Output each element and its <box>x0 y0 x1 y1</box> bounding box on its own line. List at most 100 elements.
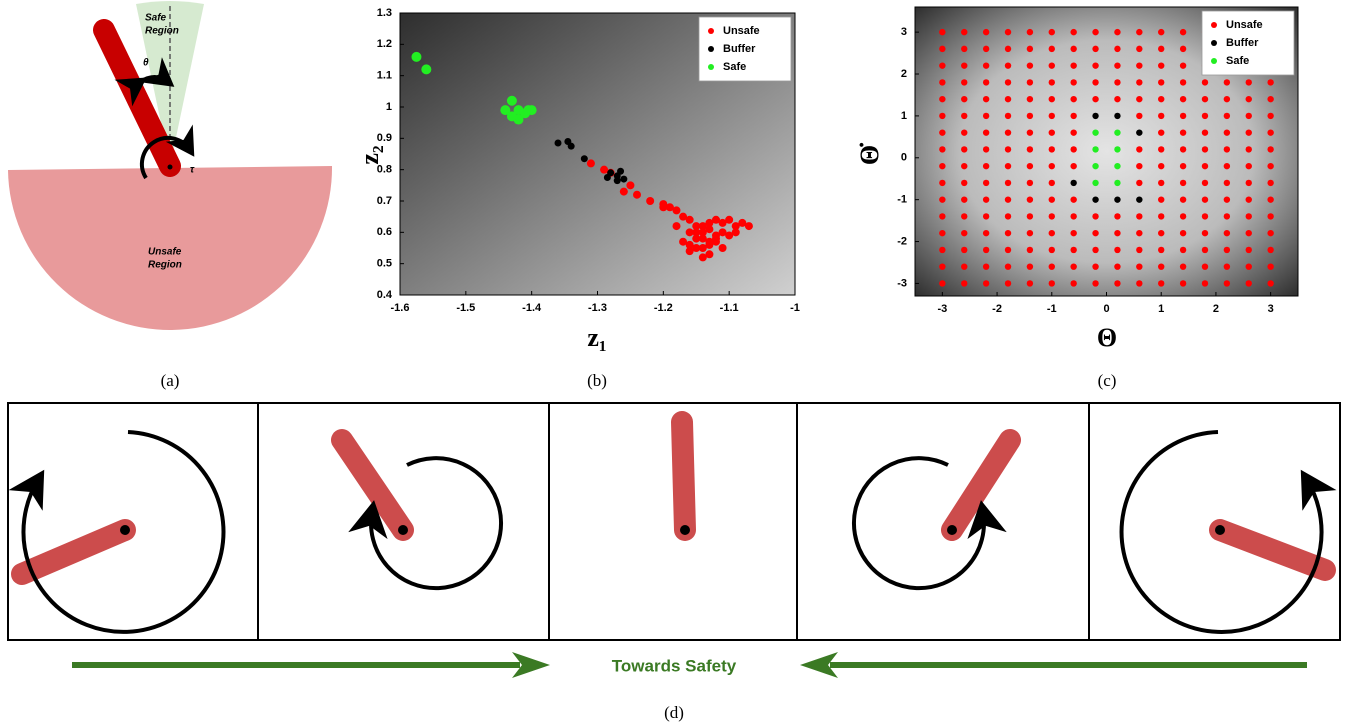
point <box>939 113 945 119</box>
point <box>1070 196 1076 202</box>
point <box>1092 163 1098 169</box>
point <box>1005 62 1011 68</box>
point <box>1202 280 1208 286</box>
point <box>1005 196 1011 202</box>
point <box>1114 247 1120 253</box>
legend-marker <box>1211 58 1217 64</box>
point <box>1049 163 1055 169</box>
point <box>1136 79 1142 85</box>
point <box>939 96 945 102</box>
x-tick-label: 0 <box>1103 303 1109 315</box>
point <box>1027 163 1033 169</box>
figure: Safe Region θ τ Unsafe Region (a) Toward… <box>0 0 1348 725</box>
point <box>1158 146 1164 152</box>
point <box>1158 230 1164 236</box>
point <box>1114 230 1120 236</box>
point <box>1092 247 1098 253</box>
point <box>1114 46 1120 52</box>
caption: (d) <box>664 703 684 722</box>
point <box>1070 247 1076 253</box>
point <box>633 191 641 199</box>
y-tick-label: 0.4 <box>377 289 393 301</box>
x-tick-label: -1.2 <box>654 302 673 314</box>
y-axis-label: z₂ <box>355 145 384 165</box>
point <box>1092 263 1098 269</box>
point <box>1136 213 1142 219</box>
point <box>1049 146 1055 152</box>
point <box>983 230 989 236</box>
x-tick-label: -1.4 <box>522 302 542 314</box>
point <box>1158 280 1164 286</box>
x-axis-label: z₁ <box>587 323 606 352</box>
point <box>939 163 945 169</box>
legend-marker <box>708 64 714 70</box>
point <box>1027 46 1033 52</box>
point <box>1224 230 1230 236</box>
point <box>1027 263 1033 269</box>
point <box>659 203 667 211</box>
panel-d: Towards Safety (d) <box>8 403 1340 722</box>
y-tick-label: -1 <box>897 194 907 206</box>
point <box>1027 62 1033 68</box>
point <box>1202 163 1208 169</box>
point <box>1092 29 1098 35</box>
point <box>1049 263 1055 269</box>
point <box>983 96 989 102</box>
point <box>983 129 989 135</box>
legend-marker <box>708 46 714 52</box>
point <box>939 62 945 68</box>
point <box>961 113 967 119</box>
point <box>1136 196 1142 202</box>
point <box>712 238 720 246</box>
point <box>745 222 753 230</box>
point <box>1267 96 1273 102</box>
point <box>1202 146 1208 152</box>
point <box>568 143 575 150</box>
point <box>1224 113 1230 119</box>
point <box>1180 180 1186 186</box>
point <box>1224 280 1230 286</box>
point <box>1180 29 1186 35</box>
point <box>1136 96 1142 102</box>
legend-marker <box>708 28 714 34</box>
point <box>1027 113 1033 119</box>
point <box>1005 79 1011 85</box>
point <box>961 62 967 68</box>
point <box>1070 263 1076 269</box>
point <box>1114 79 1120 85</box>
y-tick-label: 2 <box>901 68 907 80</box>
point <box>1158 213 1164 219</box>
pendulum <box>1220 530 1325 570</box>
point <box>1114 196 1120 202</box>
point <box>1070 96 1076 102</box>
point <box>1267 180 1273 186</box>
point <box>1224 146 1230 152</box>
point <box>939 129 945 135</box>
legend-marker <box>1211 22 1217 28</box>
point <box>1224 163 1230 169</box>
point <box>1027 180 1033 186</box>
point <box>1224 129 1230 135</box>
point <box>1158 263 1164 269</box>
point <box>1005 113 1011 119</box>
point <box>1114 62 1120 68</box>
point <box>1267 213 1273 219</box>
point <box>1092 280 1098 286</box>
point <box>1202 247 1208 253</box>
towards-safety: Towards Safety <box>612 656 737 675</box>
point <box>1049 113 1055 119</box>
point <box>1005 163 1011 169</box>
point <box>983 113 989 119</box>
point <box>1158 129 1164 135</box>
point <box>1202 180 1208 186</box>
point <box>961 96 967 102</box>
x-tick-label: -2 <box>992 303 1002 315</box>
point <box>1092 46 1098 52</box>
y-tick-label: 0.6 <box>377 226 392 238</box>
legend-label: Unsafe <box>723 25 760 37</box>
point <box>1136 247 1142 253</box>
point <box>939 196 945 202</box>
caption: (b) <box>587 371 607 390</box>
point <box>1180 146 1186 152</box>
y-tick-label: 0.7 <box>377 195 392 207</box>
